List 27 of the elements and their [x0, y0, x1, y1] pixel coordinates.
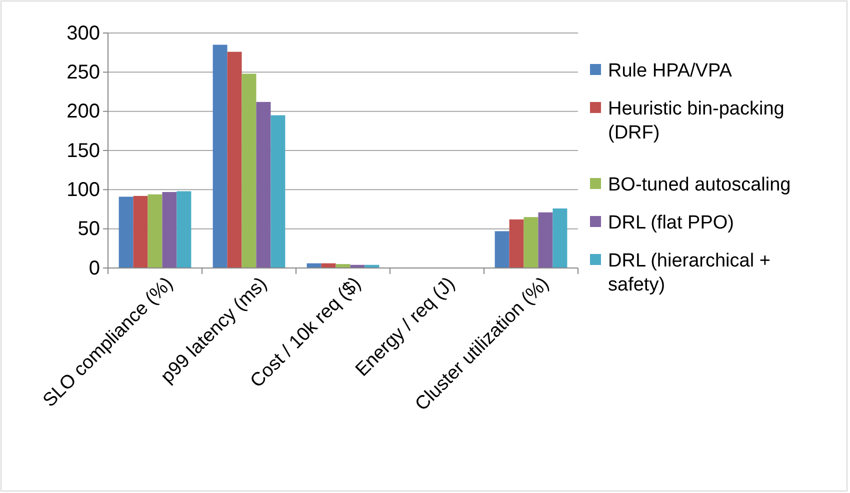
bar [256, 102, 271, 268]
y-tick-label: 200 [66, 100, 100, 123]
bar [148, 194, 162, 268]
bar [270, 115, 286, 268]
y-tick-label: 300 [66, 22, 100, 44]
bar [227, 52, 242, 268]
legend-label: Rule HPA/VPA [608, 60, 732, 82]
y-tick-label: 250 [66, 62, 100, 84]
legend-label: DRL (flat PPO) [608, 212, 734, 234]
y-tick-label: 100 [66, 179, 100, 202]
bar [524, 217, 538, 268]
bar [509, 219, 524, 268]
y-tick-label: 0 [88, 257, 100, 280]
bar [212, 44, 228, 268]
y-tick-label: 50 [78, 218, 100, 240]
y-tick-label: 150 [66, 140, 100, 162]
bar [538, 212, 553, 268]
bar [133, 196, 148, 268]
bar [176, 191, 192, 268]
bar [162, 192, 177, 268]
bar [242, 74, 256, 268]
bar [552, 208, 568, 268]
bar [494, 231, 510, 268]
legend-label: Heuristic bin-packing (DRF) [608, 98, 784, 144]
legend-label: DRL (hierarchical + safety) [608, 250, 770, 296]
bar [118, 196, 134, 268]
legend-label: BO-tuned autoscaling [608, 174, 791, 196]
